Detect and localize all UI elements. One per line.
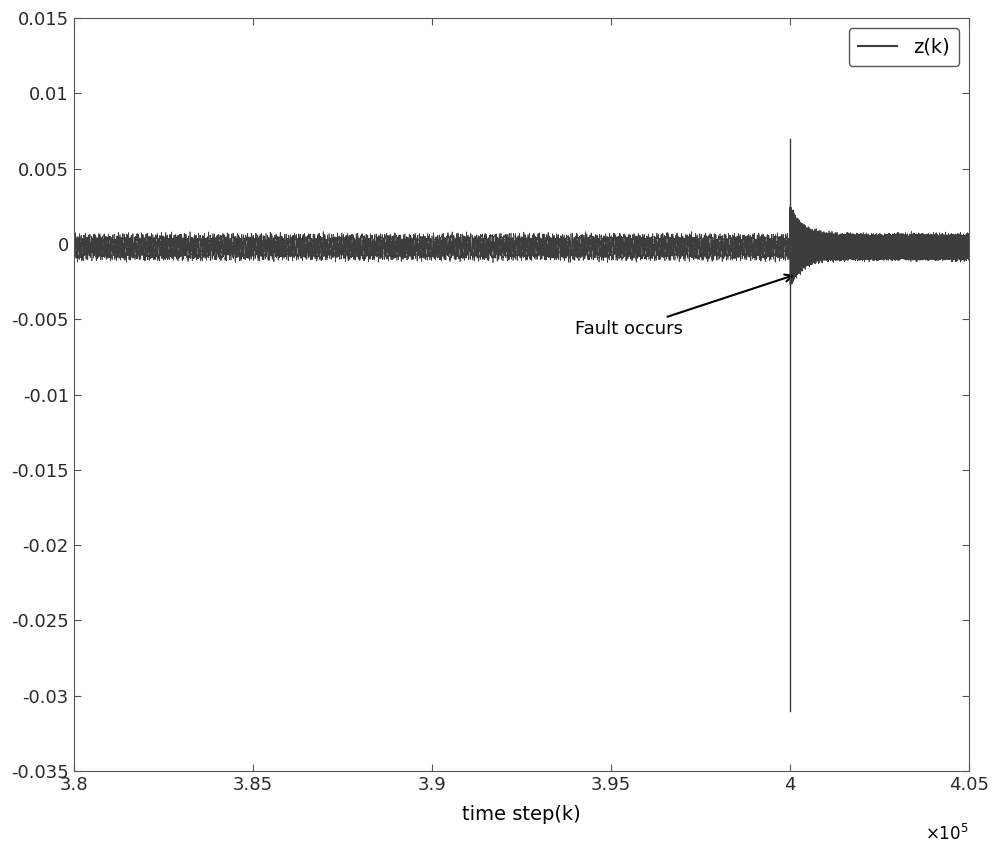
- X-axis label: time step(k): time step(k): [462, 805, 581, 824]
- Text: Fault occurs: Fault occurs: [575, 275, 792, 338]
- Text: $\times10^5$: $\times10^5$: [925, 823, 969, 844]
- Legend: z(k): z(k): [849, 28, 959, 66]
